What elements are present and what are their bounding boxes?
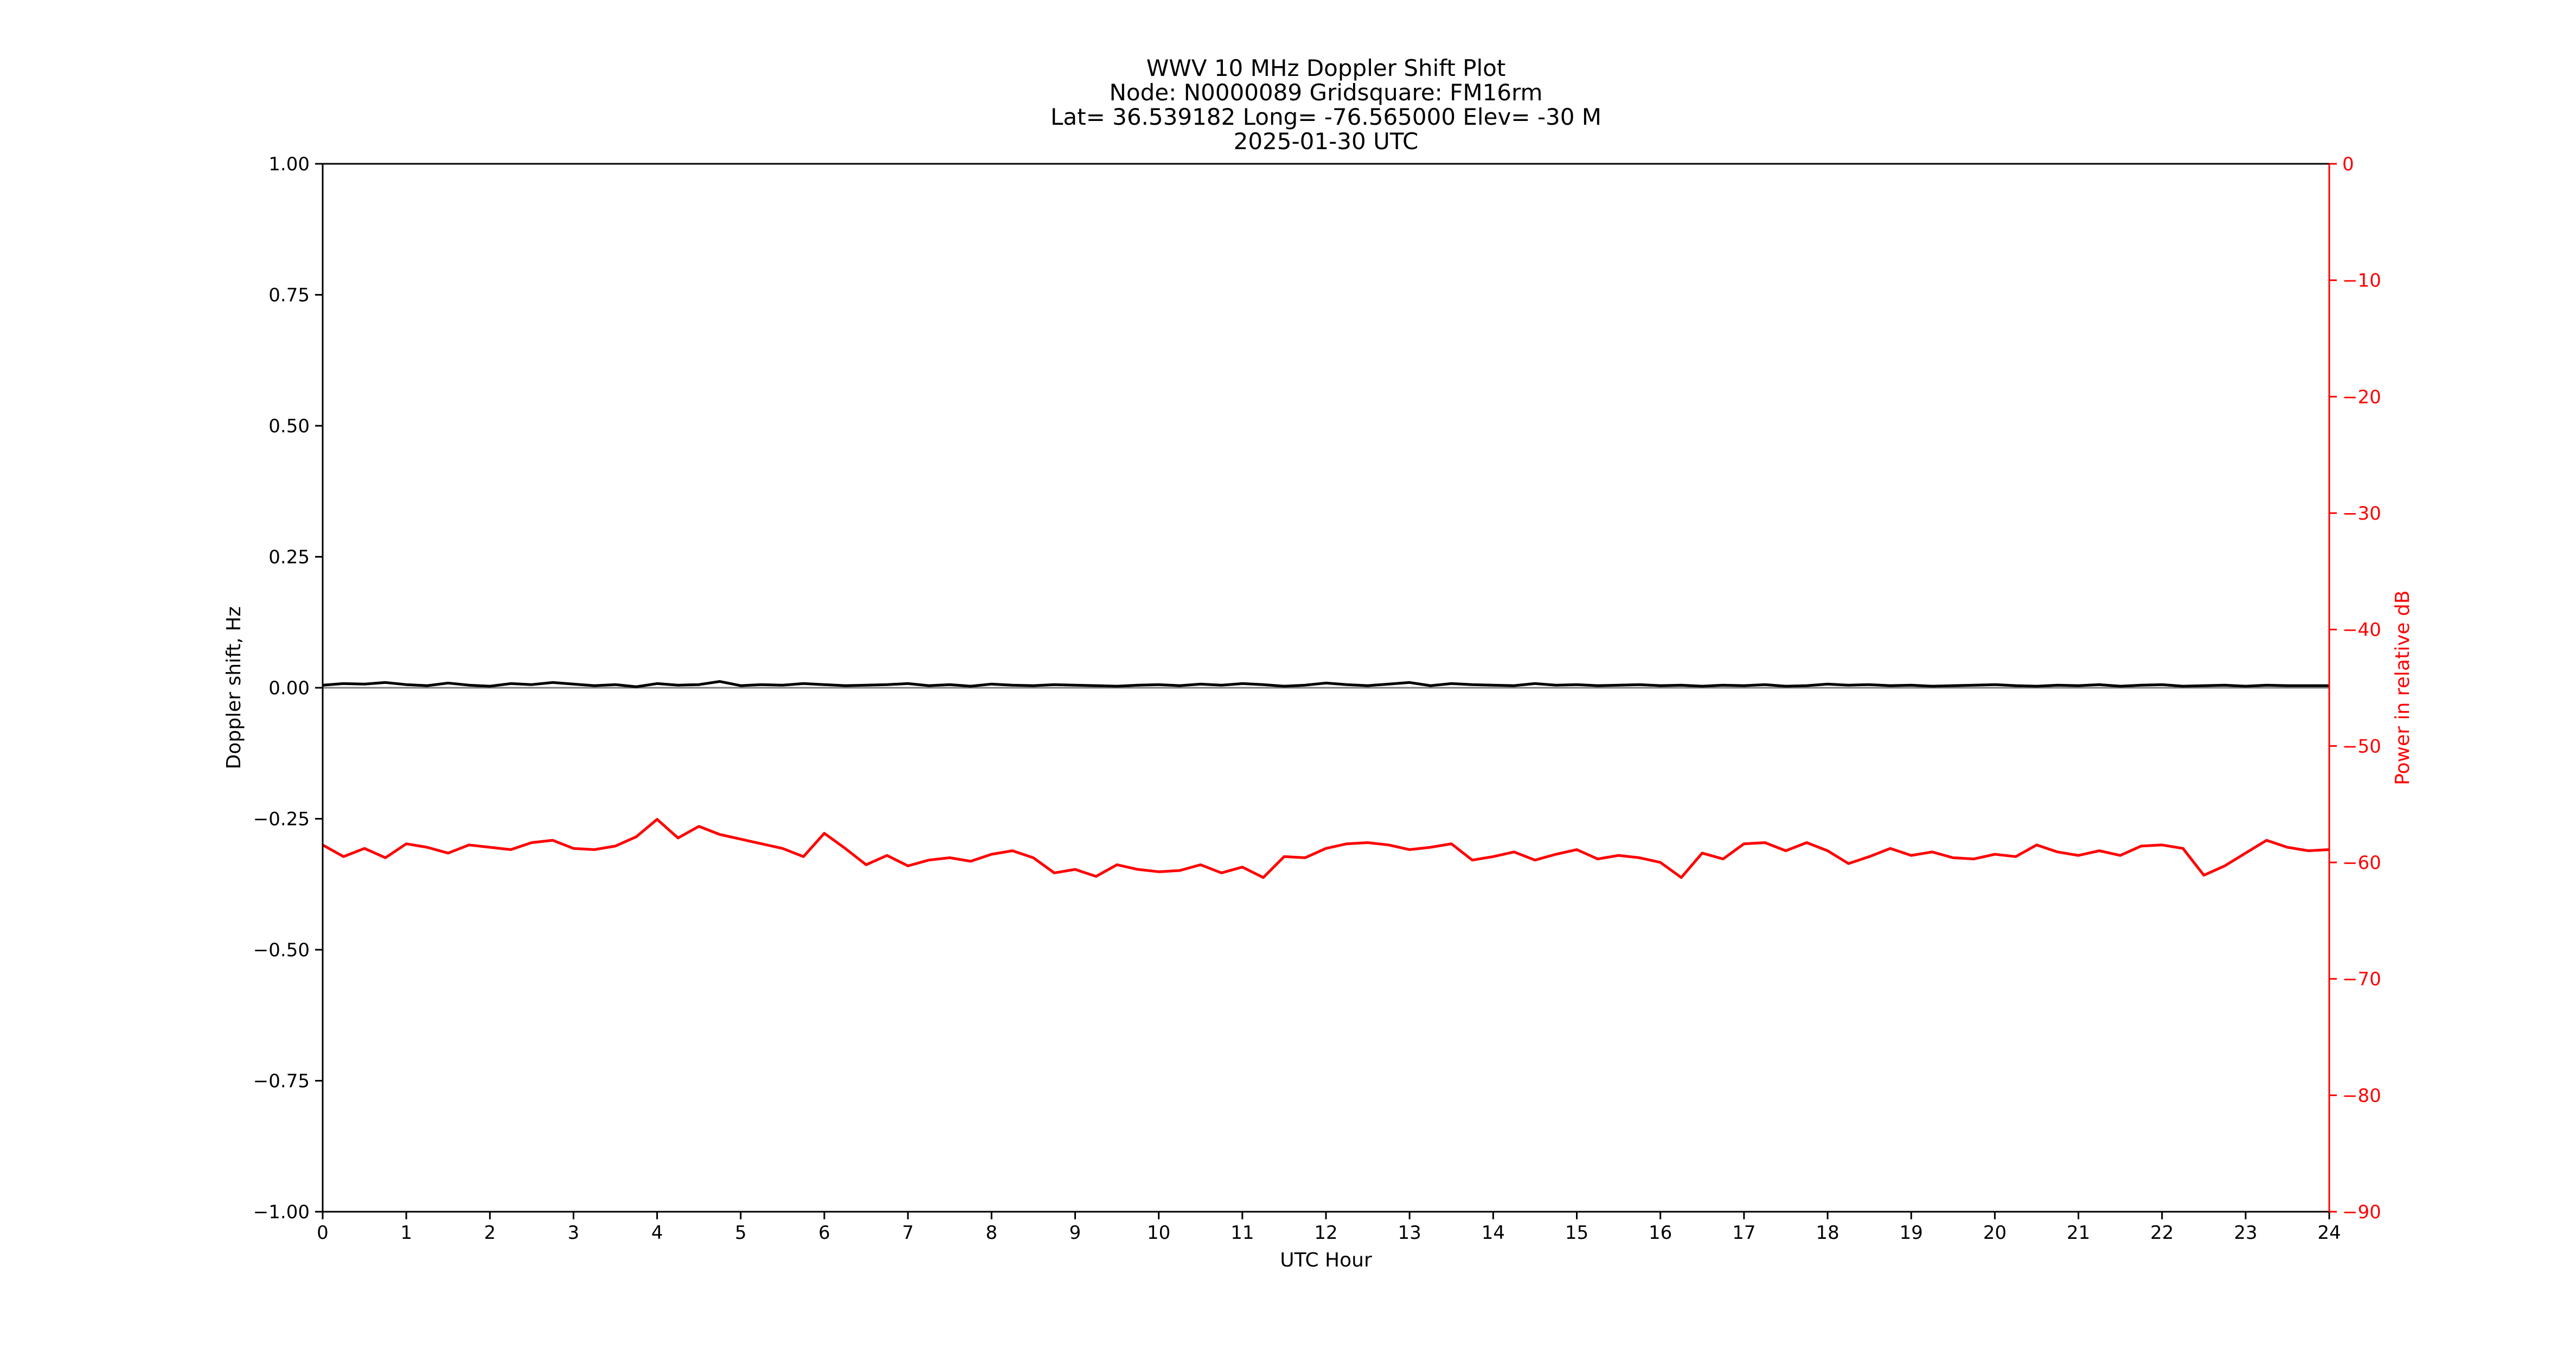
- y-tick-label: −0.25: [253, 809, 310, 830]
- right-y-axis-label: Power in relative dB: [2392, 590, 2414, 785]
- x-tick-label: 8: [986, 1222, 998, 1244]
- chart-title: WWV 10 MHz Doppler Shift Plot Node: N000…: [1050, 55, 1601, 155]
- x-tick-label: 0: [317, 1222, 329, 1244]
- x-tick-label: 23: [2234, 1222, 2257, 1244]
- y2-tick-label: −90: [2342, 1201, 2381, 1223]
- y-tick-label: 0.25: [268, 547, 310, 568]
- y2-tick-label: 0: [2342, 153, 2354, 175]
- title-line-2: Node: N0000089 Gridsquare: FM16rm: [1110, 79, 1543, 106]
- x-tick-label: 9: [1069, 1222, 1081, 1244]
- x-tick-label: 12: [1314, 1222, 1337, 1244]
- y2-tick-label: −10: [2342, 270, 2381, 292]
- y-tick-label: 0.50: [268, 415, 310, 437]
- x-tick-label: 10: [1147, 1222, 1170, 1244]
- y-tick-label: 0.75: [268, 285, 310, 306]
- x-tick-label: 21: [2067, 1222, 2090, 1244]
- x-tick-label: 14: [1482, 1222, 1505, 1244]
- x-tick-label: 11: [1231, 1222, 1254, 1244]
- title-line-1: WWV 10 MHz Doppler Shift Plot: [1146, 55, 1506, 81]
- y-tick-label: −1.00: [253, 1201, 310, 1223]
- x-tick-label: 22: [2150, 1222, 2174, 1244]
- y2-tick-label: −20: [2342, 386, 2381, 408]
- y2-tick-label: −60: [2342, 852, 2381, 874]
- x-tick-label: 24: [2317, 1222, 2341, 1244]
- y2-tick-label: −50: [2342, 735, 2381, 757]
- left-y-axis: 1.00 0.75 0.50 0.25 0.00 −0.25 −0.50 −0.75 −1.00: [253, 153, 323, 1223]
- power-series-line: [322, 818, 2330, 879]
- y2-tick-label: −40: [2342, 619, 2381, 641]
- right-y-axis: 0 −10 −20 −30 −40 −50 −60 −70 −80 −90: [2328, 153, 2381, 1223]
- x-tick-label: 4: [651, 1222, 663, 1244]
- x-tick-label: 7: [902, 1222, 914, 1244]
- title-line-3: Lat= 36.539182 Long= -76.565000 Elev= -3…: [1050, 104, 1601, 130]
- y2-tick-label: −80: [2342, 1085, 2381, 1106]
- x-tick-label: 15: [1565, 1222, 1588, 1244]
- x-tick-label: 17: [1732, 1222, 1755, 1244]
- x-axis-label: UTC Hour: [1280, 1249, 1372, 1271]
- x-tick-label: 2: [484, 1222, 496, 1244]
- x-tick-label: 16: [1649, 1222, 1672, 1244]
- y2-tick-label: −30: [2342, 503, 2381, 525]
- doppler-series-line: [322, 680, 2329, 688]
- x-axis: 0 1 2 3 4 5 6 7 8 9 10 11 12 13 14 15 16 17 18 19 20 21 22 23 24: [317, 1212, 2341, 1244]
- x-tick-label: 18: [1816, 1222, 1839, 1244]
- y-tick-label: 1.00: [268, 153, 310, 175]
- left-y-axis-label: Doppler shift, Hz: [223, 606, 245, 769]
- series-layer: [322, 680, 2330, 879]
- x-tick-label: 5: [735, 1222, 747, 1244]
- x-tick-label: 19: [1900, 1222, 1923, 1244]
- x-tick-label: 6: [818, 1222, 830, 1244]
- y-tick-label: −0.50: [253, 939, 310, 961]
- x-tick-label: 20: [1983, 1222, 2007, 1244]
- x-tick-label: 13: [1398, 1222, 1421, 1244]
- y2-tick-label: −70: [2342, 969, 2381, 990]
- y-tick-label: −0.75: [253, 1071, 310, 1092]
- x-tick-label: 3: [568, 1222, 580, 1244]
- x-tick-label: 1: [400, 1222, 412, 1244]
- title-line-4: 2025-01-30 UTC: [1234, 128, 1419, 155]
- y-tick-label: 0.00: [268, 677, 310, 699]
